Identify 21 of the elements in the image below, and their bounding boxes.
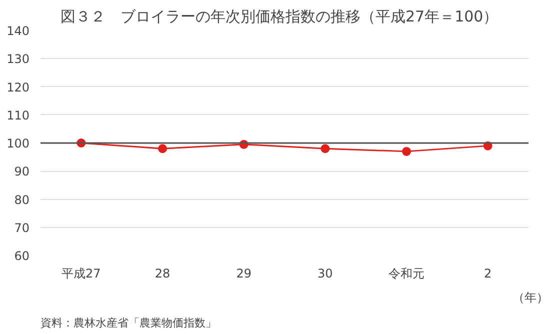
y-tick-label: 140 bbox=[6, 24, 30, 38]
x-tick-label: 29 bbox=[236, 266, 252, 280]
x-tick-label: 2 bbox=[484, 266, 492, 280]
x-tick-label: 平成27 bbox=[62, 266, 101, 280]
y-tick-label: 70 bbox=[14, 220, 30, 235]
x-tick-label: 令和元 bbox=[388, 266, 424, 280]
point bbox=[402, 146, 411, 156]
y-tick-label: 60 bbox=[14, 249, 30, 263]
y-tick-label: 110 bbox=[6, 108, 30, 122]
point bbox=[158, 144, 167, 154]
y-tick-label: 120 bbox=[6, 80, 30, 94]
x-tick-label: 30 bbox=[318, 266, 333, 280]
point bbox=[320, 144, 330, 154]
y-tick-label: 100 bbox=[6, 136, 30, 150]
x-axis-title: （年） bbox=[512, 290, 548, 304]
y-tick-label: 90 bbox=[14, 164, 30, 179]
x-tick-label: 28 bbox=[154, 266, 170, 280]
y-tick-label: 130 bbox=[6, 52, 30, 66]
text: 資料：農林水産省「農業物価指数」 bbox=[40, 316, 216, 330]
y-tick-label: 80 bbox=[14, 192, 30, 207]
chart-title: 図３２ ブロイラーの年次別価格指数の推移（平成27年＝100） bbox=[60, 8, 498, 26]
